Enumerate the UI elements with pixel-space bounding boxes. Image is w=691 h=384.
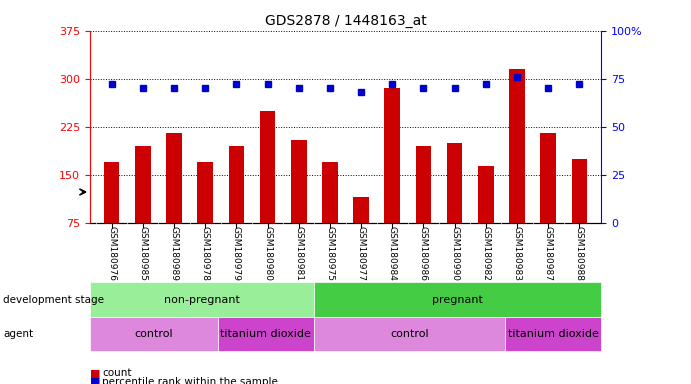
Text: GSM180989: GSM180989 bbox=[169, 226, 178, 281]
Text: control: control bbox=[135, 329, 173, 339]
Bar bbox=[322, 162, 338, 271]
Text: GSM180978: GSM180978 bbox=[200, 226, 209, 281]
Bar bbox=[509, 69, 524, 271]
Bar bbox=[353, 197, 369, 271]
Text: GSM180983: GSM180983 bbox=[513, 226, 522, 281]
Text: ■: ■ bbox=[90, 377, 100, 384]
Bar bbox=[314, 282, 601, 317]
Text: control: control bbox=[390, 329, 428, 339]
Text: GSM180982: GSM180982 bbox=[482, 226, 491, 281]
Text: GSM180976: GSM180976 bbox=[107, 226, 116, 281]
Text: GSM180990: GSM180990 bbox=[450, 226, 459, 281]
Bar bbox=[384, 88, 400, 271]
Bar bbox=[90, 282, 314, 317]
Bar bbox=[229, 146, 244, 271]
Bar bbox=[505, 317, 601, 351]
Text: GSM180979: GSM180979 bbox=[232, 226, 241, 281]
Text: GSM180987: GSM180987 bbox=[544, 226, 553, 281]
Text: GSM180984: GSM180984 bbox=[388, 226, 397, 281]
Text: titanium dioxide: titanium dioxide bbox=[220, 329, 311, 339]
Text: agent: agent bbox=[3, 329, 34, 339]
Bar bbox=[218, 317, 314, 351]
Bar bbox=[478, 166, 493, 271]
Bar bbox=[571, 159, 587, 271]
Bar bbox=[314, 317, 505, 351]
Bar bbox=[167, 133, 182, 271]
Text: count: count bbox=[102, 368, 132, 378]
Bar bbox=[104, 162, 120, 271]
Text: non-pregnant: non-pregnant bbox=[164, 295, 240, 305]
Text: GSM180985: GSM180985 bbox=[138, 226, 147, 281]
Text: pregnant: pregnant bbox=[432, 295, 483, 305]
Bar bbox=[447, 143, 462, 271]
Text: GSM180981: GSM180981 bbox=[294, 226, 303, 281]
Text: ■: ■ bbox=[90, 368, 100, 378]
Text: GSM180980: GSM180980 bbox=[263, 226, 272, 281]
Bar bbox=[540, 133, 556, 271]
Text: titanium dioxide: titanium dioxide bbox=[508, 329, 598, 339]
Text: GSM180988: GSM180988 bbox=[575, 226, 584, 281]
Bar bbox=[135, 146, 151, 271]
Title: GDS2878 / 1448163_at: GDS2878 / 1448163_at bbox=[265, 14, 426, 28]
Text: percentile rank within the sample: percentile rank within the sample bbox=[102, 377, 278, 384]
Bar bbox=[291, 139, 307, 271]
Bar bbox=[198, 162, 213, 271]
Bar bbox=[90, 317, 218, 351]
Text: GSM180975: GSM180975 bbox=[325, 226, 334, 281]
Text: development stage: development stage bbox=[3, 295, 104, 305]
Bar bbox=[260, 111, 275, 271]
Bar bbox=[416, 146, 431, 271]
Text: GSM180977: GSM180977 bbox=[357, 226, 366, 281]
Text: GSM180986: GSM180986 bbox=[419, 226, 428, 281]
